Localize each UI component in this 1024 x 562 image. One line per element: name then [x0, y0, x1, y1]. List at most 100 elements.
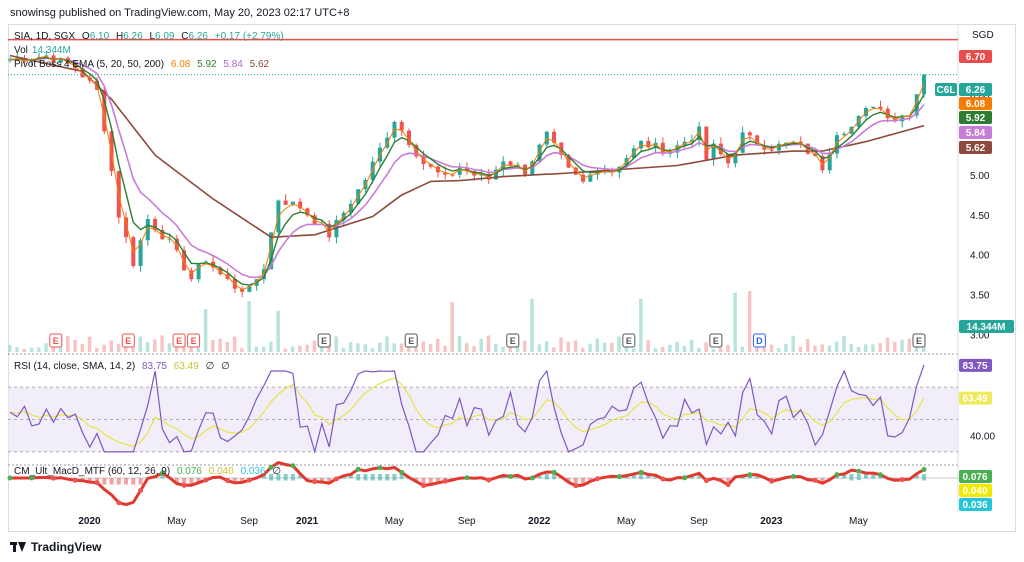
macd-histogram-bar [131, 478, 136, 485]
time-tick-label: May [385, 516, 404, 527]
tradingview-brand[interactable]: TradingView [10, 540, 101, 554]
high-value: 6.26 [123, 31, 143, 42]
macd-signal-dot [333, 476, 339, 482]
volume-tag-bg [959, 320, 1014, 333]
volume-bar [428, 344, 433, 352]
ema50-line [9, 57, 925, 279]
candle-body [827, 153, 832, 171]
macd-histogram-bar [392, 474, 397, 481]
macd-signal-dot [725, 482, 731, 488]
candle-body [80, 68, 85, 78]
macd-histogram-bar [385, 474, 390, 481]
price-tags: 6.70 C6L 6.26 6.08 5.92 5.84 5.62 14.344M 83.75 6… [935, 50, 1014, 511]
macd-histogram-bar [290, 474, 295, 481]
macd-signal-dot [682, 475, 688, 481]
price-tag-bg [959, 97, 992, 110]
earnings-marker-box [49, 333, 63, 348]
volume-bar [269, 341, 273, 352]
candles [8, 50, 926, 298]
macd-histogram-bar [261, 475, 266, 479]
macd-signal-dot [812, 477, 818, 483]
macd-histogram-bar [269, 474, 274, 481]
candle-body [820, 155, 825, 171]
volume-bar [421, 341, 425, 352]
candle-body [189, 270, 194, 280]
macd-histogram-bar [87, 478, 92, 482]
macd-histogram-bar [697, 474, 702, 479]
candle-body [646, 140, 651, 148]
macd-signal-dot [856, 468, 862, 474]
volume-bar [153, 339, 157, 352]
volume-bar [283, 348, 288, 352]
candle-body [914, 94, 919, 116]
macd-histogram-bar [232, 478, 237, 483]
macd-signal-dot [116, 500, 122, 506]
macd-signal-dot [595, 476, 601, 482]
macd-histogram-bar [138, 478, 143, 485]
volume-bar [494, 344, 498, 352]
macd-histogram-bar [653, 475, 658, 479]
change-value: +0.17 (+2.79%) [214, 31, 284, 42]
volume-bar [530, 298, 534, 352]
volume-bar [653, 348, 658, 352]
macd-tag-label: 0.040 [962, 486, 987, 497]
volume-bar [523, 340, 527, 352]
tradingview-logo-icon [10, 542, 26, 552]
earnings-marker-label: E [408, 336, 414, 346]
volume-bar [581, 347, 585, 352]
volume-bar [247, 300, 251, 352]
rsi-sma-tag-bg [959, 391, 992, 405]
macd-histogram-bar [914, 474, 919, 479]
volume-bar [718, 347, 723, 352]
volume-bar [305, 344, 309, 352]
time-tick-label: May [617, 516, 636, 527]
volume-bar [479, 338, 484, 352]
volume-bar [660, 346, 665, 352]
price-tick-label: 3.00 [970, 330, 990, 341]
macd-signal-dot [616, 474, 622, 480]
price-tag-label: 6.26 [966, 85, 986, 96]
candle-body [465, 167, 469, 172]
earnings-marker-box [622, 333, 636, 348]
volume-bar [646, 340, 650, 352]
volume-bar [776, 348, 781, 352]
candle-body [885, 108, 890, 119]
price-tag-label: 5.92 [966, 113, 986, 124]
rsi-lines [9, 364, 925, 454]
candle-body [711, 143, 716, 160]
macd-value-3: 0.036 [240, 466, 266, 477]
price-tick-label: 5.00 [970, 171, 990, 182]
macd-signal-dot [486, 477, 492, 483]
volume-bar [682, 345, 687, 352]
volume-bar [834, 341, 839, 352]
volume-bar [907, 338, 911, 352]
ema200-line [9, 54, 925, 239]
earnings-marker-box [404, 333, 418, 348]
candle-body [776, 143, 781, 151]
volume-bar [486, 335, 491, 352]
volume-bar [784, 343, 788, 352]
candle-body [58, 57, 63, 63]
volume-bar [544, 341, 549, 352]
candle-body [298, 201, 303, 209]
chart-frame[interactable] [8, 24, 1016, 532]
volume-bar [87, 336, 92, 352]
volume-legend: Vol 14.344M [14, 45, 75, 56]
macd-signal-dot [312, 479, 318, 485]
low-label: L [149, 31, 155, 42]
volume-bar [37, 347, 41, 352]
price-tag-label: 6.70 [966, 52, 986, 63]
candle-body [283, 200, 288, 205]
time-tick-label: 2022 [528, 516, 551, 527]
volume-bar [370, 348, 375, 352]
candle-body [842, 133, 847, 136]
volume-bar [820, 344, 824, 352]
macd-histogram-bar [298, 474, 303, 479]
earnings-marker-label: E [125, 336, 131, 346]
ema50-value: 5.84 [223, 59, 243, 70]
price-tag-bg [959, 126, 992, 139]
macd-signal-dot [159, 470, 165, 476]
macd-signal-dot [921, 467, 927, 473]
